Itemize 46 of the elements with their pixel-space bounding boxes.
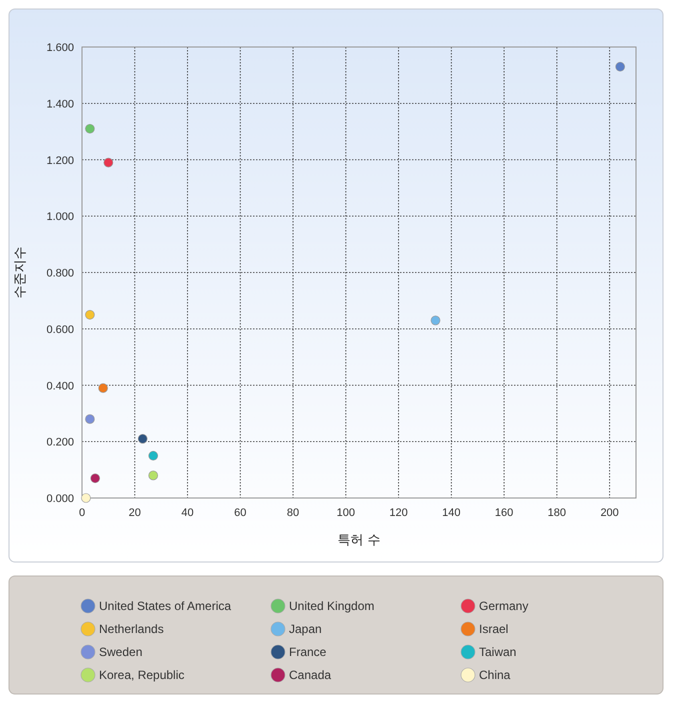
y-tick-label: 1.000 (46, 211, 74, 224)
point (81, 493, 91, 503)
x-tick-label: 160 (494, 507, 514, 519)
point (148, 450, 158, 461)
y-tick-label: 1.600 (46, 42, 74, 54)
x-tick-label: 20 (128, 507, 141, 519)
x-tick-label: 40 (181, 507, 194, 519)
y-axis-title: 수준지수 (12, 246, 27, 298)
legend-label: France (289, 645, 327, 659)
x-tick-label: 80 (286, 507, 300, 519)
x-tick-label: 180 (548, 507, 566, 519)
point (148, 470, 158, 480)
x-tick-label: 120 (389, 507, 408, 519)
point (85, 414, 95, 424)
y-tick-label: 0.200 (46, 436, 74, 449)
x-tick-label: 100 (336, 507, 355, 519)
legend-label: United States of America (99, 599, 232, 613)
x-tick-label: 60 (234, 507, 246, 519)
point (98, 383, 108, 393)
legend-label: Japan (289, 622, 322, 636)
x-tick-label: 200 (600, 507, 619, 519)
legend-label: Korea, Republic (99, 668, 184, 682)
legend-label: Germany (479, 599, 528, 613)
y-tick-label: 0.800 (46, 268, 74, 280)
legend-label: China (479, 668, 511, 682)
legend-label: United Kingdom (289, 599, 374, 613)
point (90, 473, 100, 484)
y-tick-label: 0.000 (46, 493, 74, 505)
point (615, 62, 625, 72)
y-tick-label: 1.400 (46, 98, 74, 110)
legend-label: Taiwan (479, 645, 516, 659)
point (138, 434, 148, 444)
legend-label: Netherlands (99, 622, 164, 636)
point (104, 158, 114, 168)
legend-label: Canada (289, 668, 332, 682)
point (85, 124, 95, 134)
y-tick-label: 1.200 (46, 154, 74, 167)
legend-label: Sweden (99, 645, 142, 659)
y-tick-label: 0.400 (46, 380, 74, 392)
x-tick-label: 140 (442, 507, 461, 519)
x-tick-label: 0 (78, 507, 86, 519)
x-axis-title: 특허 수 (338, 532, 380, 547)
point (430, 316, 440, 326)
point (85, 310, 95, 320)
legend-label: Israel (479, 622, 508, 636)
y-tick-label: 0.600 (46, 324, 74, 336)
